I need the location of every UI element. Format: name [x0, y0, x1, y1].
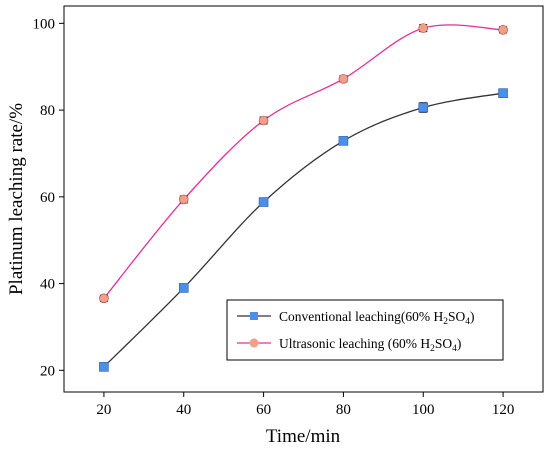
legend-label-conventional: Conventional leaching(60% H2SO4)	[279, 309, 474, 327]
data-point	[418, 23, 429, 33]
data-point	[338, 136, 349, 146]
x-tick-label: 80	[336, 402, 351, 418]
legend-label-ultrasonic: Ultrasonic leaching (60% H2SO4)	[279, 336, 461, 354]
data-point	[99, 362, 109, 372]
series-line	[103, 24, 504, 299]
data-point	[498, 25, 508, 35]
x-tick-label: 60	[256, 402, 271, 418]
data-point	[258, 197, 269, 207]
y-tick-label: 80	[40, 103, 55, 119]
data-point	[418, 102, 429, 113]
x-tick-label: 20	[96, 402, 111, 418]
y-tick-label: 40	[40, 277, 55, 293]
axis-ticks: 20 40 60 80 100 120 20 40 60 80 100	[33, 16, 515, 418]
x-tick-label: 40	[176, 402, 191, 418]
y-tick-label: 20	[40, 363, 55, 379]
data-point	[178, 194, 189, 205]
data-point	[258, 115, 269, 126]
legend-marker-conventional	[250, 312, 258, 320]
x-axis-title: Time/min	[266, 426, 341, 447]
legend-marker-ultrasonic	[249, 338, 259, 348]
series-ultrasonic	[99, 23, 508, 304]
legend: Conventional leaching(60% H2SO4) Ultraso…	[226, 299, 504, 361]
plot-frame	[63, 5, 544, 393]
series-layer	[99, 23, 508, 372]
y-tick-label: 60	[40, 190, 55, 206]
data-point	[338, 74, 349, 84]
legend-box	[226, 299, 504, 361]
x-tick-label: 100	[412, 402, 435, 418]
series-conventional	[99, 88, 508, 372]
data-point	[178, 283, 189, 293]
data-point	[498, 88, 508, 98]
y-tick-label: 100	[33, 16, 56, 32]
data-point	[99, 293, 109, 304]
x-tick-label: 120	[492, 402, 515, 418]
y-axis-title: Platinum leaching rate/%	[6, 103, 27, 295]
